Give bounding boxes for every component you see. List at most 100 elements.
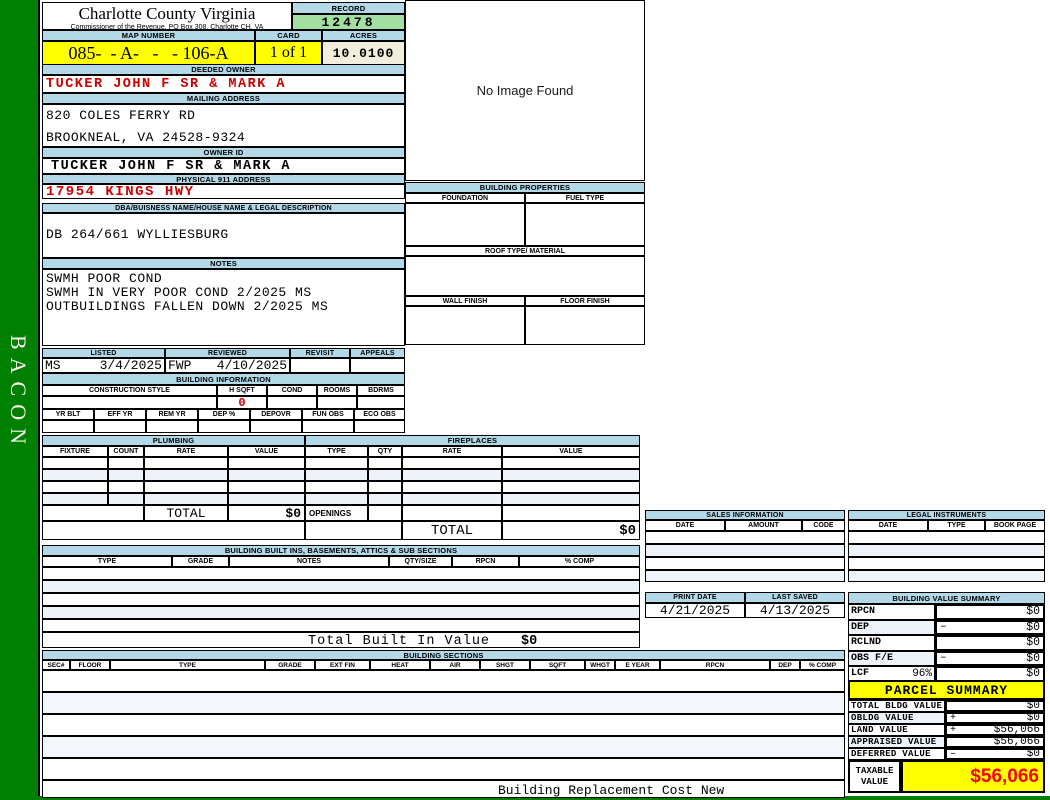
sales-information-title: SALES INFORMATION [645,510,845,520]
fuel-type-value[interactable] [525,203,645,246]
eff-yr-value[interactable] [94,420,146,433]
type-label: TYPE [42,556,172,567]
reviewed-label: REVIEWED [165,348,290,358]
table-cell [108,493,144,505]
listed-value[interactable]: MS 3/4/2025 [42,358,165,373]
owner-id-value[interactable]: TUCKER JOHN F SR & MARK A [42,158,405,174]
foundation-value[interactable] [405,203,525,246]
record-label: RECORD [292,2,405,14]
table-row [848,531,1045,544]
notes-box[interactable]: SWMH POOR COND SWMH IN VERY POOR COND 2/… [42,269,405,346]
rooms-value[interactable] [317,396,357,409]
eco-obs-value[interactable] [354,420,405,433]
summary-row-value: – $0 [935,619,1045,635]
value-label: VALUE [228,446,305,457]
mailing-address-box[interactable]: 820 COLES FERRY RD BROOKNEAL, VA 24528-9… [42,104,405,147]
col-comp: % COMP [800,660,845,670]
col-floor: FLOOR [70,660,110,670]
deeded-owner-label: DEEDED OWNER [42,64,405,75]
table-cell [305,469,368,481]
grade-label: GRADE [172,556,229,567]
parcel-row-value: $0 [945,700,1045,712]
roof-value[interactable] [405,256,645,296]
parcel-row-label: APPRAISED VALUE [848,736,945,748]
legal-book-page-label: BOOK PAGE [985,520,1045,531]
summary-row-value: $0 [935,604,1045,620]
col-sec: SEC# [42,660,70,670]
card-value[interactable]: 1 of 1 [255,41,322,65]
table-cell [144,493,228,505]
record-box: RECORD 12478 [292,2,405,30]
table-cell [502,505,640,521]
cond-value[interactable] [267,396,317,409]
acres-value[interactable]: 10.0100 [322,41,405,65]
fireplaces-title: FIREPLACES [305,435,640,446]
col-sqft: SQFT [530,660,585,670]
deeded-owner-value[interactable]: TUCKER JOHN F SR & MARK A [42,75,405,93]
table-row [645,557,845,570]
openings-value[interactable] [368,505,402,521]
notes-label: NOTES [42,258,405,269]
parcel-row-label: DEFERRED VALUE [848,748,945,760]
parcel-row-label: LAND VALUE [848,724,945,736]
fireplaces-total-label: TOTAL [402,521,502,540]
table-row [42,714,845,736]
legal-date-label: DATE [848,520,928,531]
table-row [42,567,640,580]
rem-yr-value[interactable] [146,420,198,433]
table-cell [228,469,305,481]
dep-pct-value[interactable] [198,420,250,433]
bdrms-label: BDRMS [357,385,405,396]
wall-finish-value[interactable] [405,306,525,345]
legal-description-value[interactable]: DB 264/661 WYLLIESBURG [42,213,405,258]
bdrms-value[interactable] [357,396,405,409]
table-cell [368,457,402,469]
construction-style-label: CONSTRUCTION STYLE [42,385,217,396]
foundation-label: FOUNDATION [405,193,525,203]
building-sections-footer: Building Replacement Cost New [42,780,845,798]
legal-type-label: TYPE [928,520,985,531]
rooms-label: ROOMS [317,385,357,396]
h-sqft-value[interactable]: 0 [217,396,267,410]
fuel-type-label: FUEL TYPE [525,193,645,203]
table-cell [228,493,305,505]
construction-style-value[interactable] [42,396,217,409]
col-ext-fin: EXT FIN [315,660,370,670]
revisit-label: REVISIT [290,348,350,358]
floor-finish-value[interactable] [525,306,645,345]
rate-label: RATE [144,446,228,457]
built-ins-total-label: Total Built In Value [308,634,491,649]
appeals-value[interactable] [350,358,405,373]
fixture-label: FIXTURE [42,446,108,457]
summary-row-label: RCLND [848,635,935,651]
physical-address-label: PHYSICAL 911 ADDRESS [42,174,405,184]
count-label: COUNT [108,446,144,457]
yr-blt-value[interactable] [42,420,94,433]
reviewed-value[interactable]: FWP 4/10/2025 [165,358,290,373]
table-cell [502,481,640,493]
note-line: OUTBUILDINGS FALLEN DOWN 2/2025 MS [46,299,329,314]
table-cell [368,469,402,481]
record-number[interactable]: 12478 [292,14,405,30]
floor-finish-label: FLOOR FINISH [525,296,645,306]
qty-label: QTY [368,446,402,457]
plumbing-table: PLUMBING FIXTURE COUNT RATE VALUE TOTAL … [42,435,305,540]
parcel-row-value: + $0 [945,712,1045,724]
summary-row-label: RPCN [848,604,935,620]
plumbing-total-value: $0 [228,505,305,521]
physical-address-value[interactable]: 17954 KINGS HWY [42,184,405,200]
county-header: Charlotte County Virginia Commissioner o… [42,2,292,31]
summary-value: $0 [1026,651,1040,665]
building-information-table: CONSTRUCTION STYLE H SQFT COND ROOMS BDR… [42,385,405,433]
parcel-value: $56,066 [993,724,1040,736]
fireplaces-total-value: $0 [502,521,640,540]
revisit-value[interactable] [290,358,350,373]
qty-size-label: QTY/SIZE [389,556,452,567]
parcel-row-label: TOTAL BLDG VALUE [848,700,945,712]
parcel-summary: PARCEL SUMMARY TOTAL BLDG VALUE $0 OBLDG… [848,680,1045,793]
fun-obs-value[interactable] [302,420,354,433]
depovr-value[interactable] [250,420,302,433]
summary-value: $0 [1026,667,1040,681]
map-number-value[interactable]: 085- - A- - - 106-A [42,41,255,65]
reviewed-by: FWP [168,358,192,373]
